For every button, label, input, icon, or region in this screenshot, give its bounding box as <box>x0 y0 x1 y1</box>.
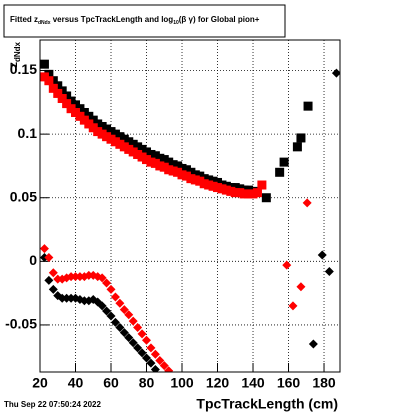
x-tick-label: 80 <box>139 375 155 391</box>
x-tick-label: 140 <box>241 375 265 391</box>
markers <box>40 59 340 372</box>
y-tick-label: 0 <box>29 252 37 268</box>
diamond-marker <box>48 284 58 294</box>
x-tick-label: 100 <box>170 375 194 391</box>
square-marker <box>257 180 267 190</box>
diamond-marker <box>324 267 334 277</box>
square-marker <box>279 157 289 167</box>
diamond-marker <box>142 353 152 363</box>
diamond-marker <box>128 316 138 326</box>
diamond-marker <box>124 310 134 320</box>
title-subscript: 10 <box>173 20 179 26</box>
y-label-subscript: dNdx <box>13 41 22 62</box>
diamond-marker <box>128 338 138 348</box>
title-part: Fitted z <box>10 15 38 24</box>
diamond-marker <box>133 322 143 332</box>
diamond-marker <box>137 348 147 358</box>
diamond-marker <box>150 349 160 359</box>
diamond-marker <box>133 343 143 353</box>
square-marker <box>252 188 262 198</box>
diamond-marker <box>164 366 174 372</box>
title-subscript: dNdx <box>38 20 51 26</box>
diamond-marker <box>146 358 156 368</box>
diamond-marker <box>48 268 58 278</box>
y-tick-label: -0.05 <box>5 316 37 332</box>
diamond-marker <box>44 253 54 263</box>
x-tick-label: 60 <box>103 375 119 391</box>
diamond-marker <box>102 278 112 288</box>
diamond-marker <box>102 306 112 316</box>
diamond-marker <box>119 305 129 315</box>
y-tick-label: 0.15 <box>10 61 37 77</box>
diamond-marker <box>119 328 129 338</box>
diamond-marker <box>97 301 107 311</box>
diamond-marker <box>282 260 292 270</box>
diamond-marker <box>110 317 120 327</box>
diamond-marker <box>146 343 156 353</box>
diamond-marker <box>142 335 152 345</box>
diamond-marker <box>159 361 169 371</box>
diamond-marker <box>331 68 340 78</box>
diamond-marker <box>296 282 306 292</box>
x-axis-label: TpcTrackLength (cm) <box>196 396 338 412</box>
x-tick-label: 160 <box>277 375 301 391</box>
y-tick-label: 0.1 <box>18 125 38 141</box>
square-marker <box>292 142 302 152</box>
diamond-marker <box>317 250 327 260</box>
square-marker <box>303 101 313 111</box>
square-marker <box>62 99 72 109</box>
title-part: versus TpcTrackLength and log <box>51 15 174 24</box>
title-box <box>3 4 286 38</box>
square-marker <box>57 94 67 104</box>
square-marker <box>48 83 58 93</box>
diamond-marker <box>150 364 160 372</box>
chart-title: Fitted zdNdx versus TpcTrackLength and l… <box>10 15 260 26</box>
x-tick-label: 120 <box>206 375 230 391</box>
square-marker <box>53 88 63 98</box>
diamond-marker <box>308 339 318 349</box>
diamond-marker <box>110 292 120 302</box>
diamond-marker <box>97 273 107 283</box>
title-part: (β γ) for Global pion+ <box>179 15 260 24</box>
diamond-marker <box>288 301 298 311</box>
diamond-marker <box>106 284 116 294</box>
square-marker <box>275 167 285 177</box>
y-tick-label: 0.05 <box>10 188 37 204</box>
diamond-marker <box>124 333 134 343</box>
diamond-marker <box>155 356 165 366</box>
frame <box>39 39 341 373</box>
x-tick-label: 180 <box>312 375 336 391</box>
diamond-marker <box>115 322 125 332</box>
footer-date: Thu Sep 22 07:50:24 2022 <box>4 400 101 409</box>
x-tick-label: 20 <box>32 375 48 391</box>
y-label-main: z <box>6 62 20 68</box>
plot-area <box>39 40 340 372</box>
diamond-marker <box>137 329 147 339</box>
diamond-marker <box>44 275 54 285</box>
y-axis-label: zdNdx <box>6 41 22 68</box>
square-marker <box>296 133 306 143</box>
square-marker <box>40 59 49 69</box>
diamond-marker <box>40 244 49 254</box>
diamond-marker <box>302 198 312 208</box>
diamond-marker <box>106 311 116 321</box>
square-marker <box>261 193 271 203</box>
x-tick-label: 40 <box>68 375 84 391</box>
square-marker <box>44 76 54 86</box>
diamond-marker <box>115 298 125 308</box>
